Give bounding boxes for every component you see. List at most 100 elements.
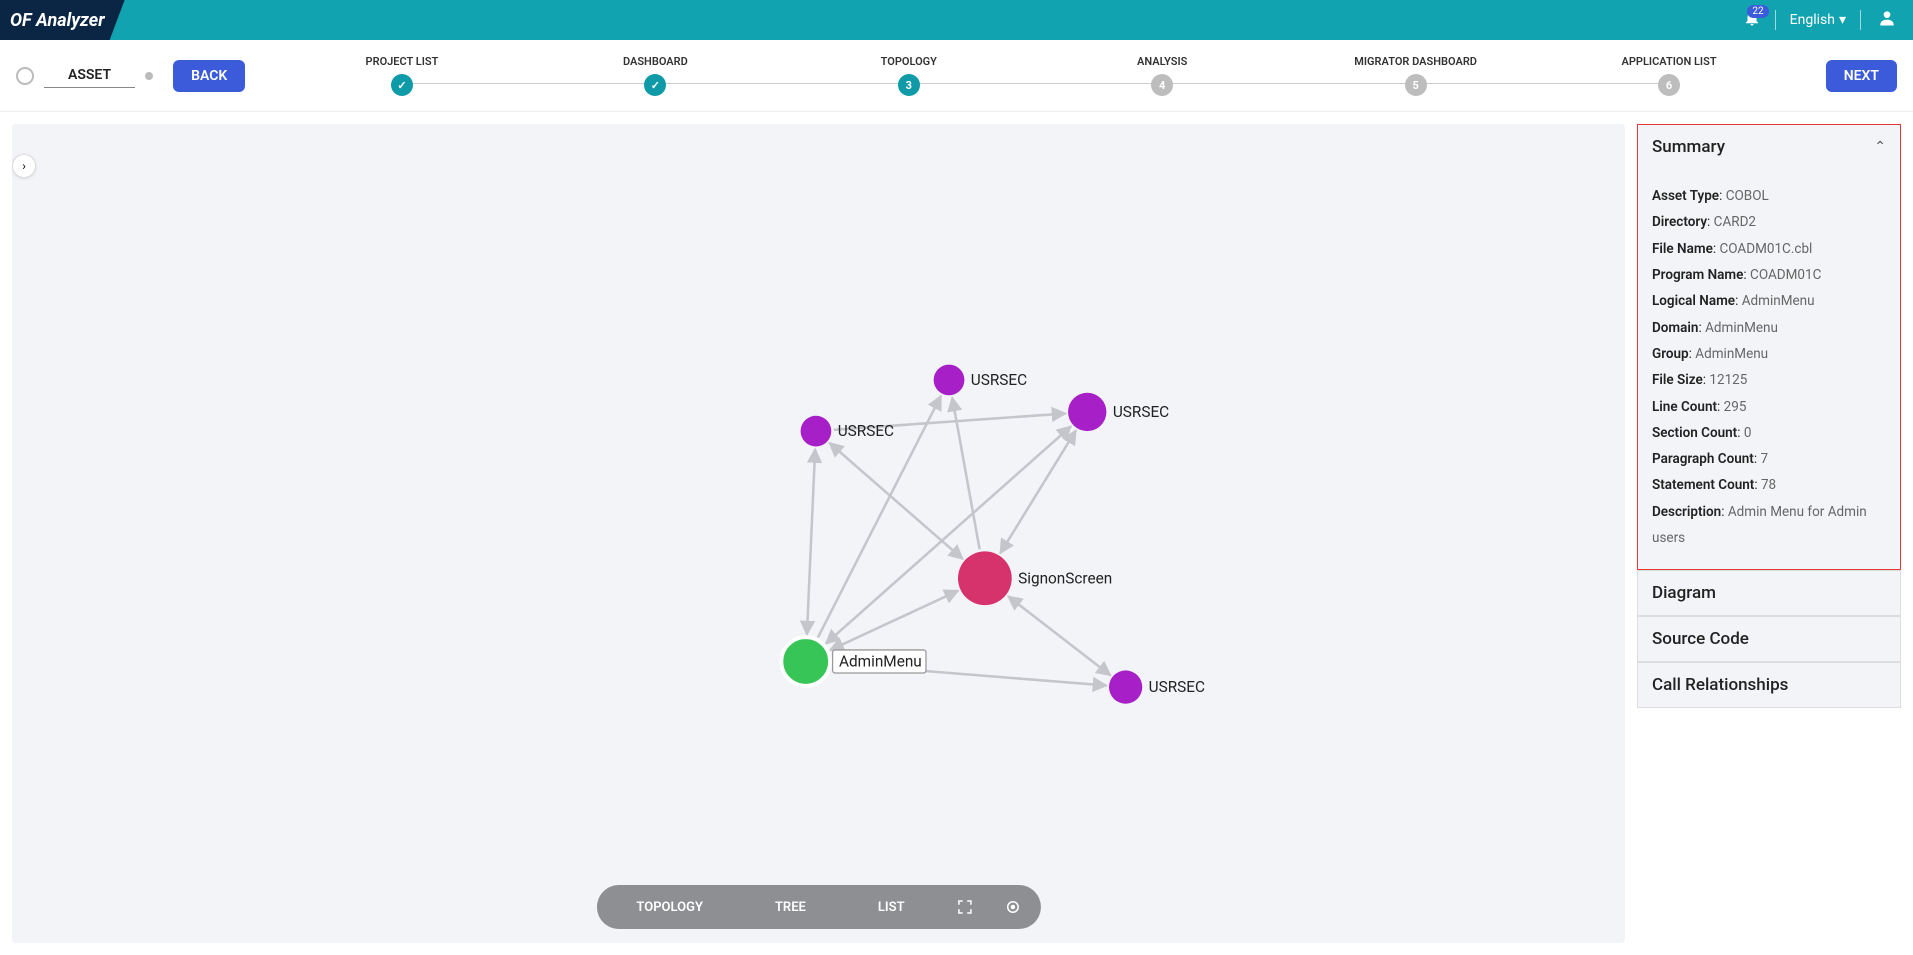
- summary-row: Paragraph Count: 7: [1652, 446, 1886, 472]
- step-circle: ✓: [644, 74, 666, 96]
- notifications-button[interactable]: 22: [1729, 9, 1775, 31]
- step-4[interactable]: MIGRATOR DASHBOARD 5: [1289, 55, 1542, 96]
- graph-edge: [1008, 596, 1110, 675]
- step-5[interactable]: APPLICATION LIST 6: [1542, 55, 1795, 96]
- fullscreen-button[interactable]: [943, 885, 987, 929]
- summary-row: Asset Type: COBOL: [1652, 183, 1886, 209]
- graph-edge: [830, 591, 958, 650]
- topology-canvas[interactable]: › AdminMenu SignonScreen USRSEC USRSEC USRSE…: [12, 124, 1625, 943]
- summary-row: Statement Count: 78: [1652, 472, 1886, 498]
- step-line: [655, 83, 908, 84]
- recenter-button[interactable]: [991, 885, 1035, 929]
- step-label: DASHBOARD: [623, 55, 688, 68]
- node-label: AdminMenu: [839, 653, 922, 671]
- panel-summary: Summary ⌃ Asset Type: COBOLDirectory: CA…: [1637, 124, 1901, 570]
- step-label: TOPOLOGY: [881, 55, 937, 68]
- main-area: › AdminMenu SignonScreen USRSEC USRSEC USRSE…: [0, 112, 1913, 955]
- summary-row: Description: Admin Menu for Admin users: [1652, 499, 1886, 552]
- panel-source-title: Source Code: [1652, 629, 1749, 649]
- step-line: [1162, 83, 1415, 84]
- panel-summary-header[interactable]: Summary ⌃: [1638, 125, 1900, 169]
- panel-summary-title: Summary: [1652, 137, 1725, 157]
- summary-row: Group: AdminMenu: [1652, 341, 1886, 367]
- summary-row: Section Count: 0: [1652, 420, 1886, 446]
- step-label: MIGRATOR DASHBOARD: [1354, 55, 1477, 68]
- expand-sidebar-button[interactable]: ›: [12, 154, 36, 178]
- user-icon: [1877, 8, 1897, 28]
- step-circle: 5: [1405, 74, 1427, 96]
- panel-calls: Call Relationships: [1637, 662, 1901, 708]
- graph-edge: [807, 449, 815, 635]
- back-button[interactable]: BACK: [173, 60, 245, 92]
- step-circle: 4: [1151, 74, 1173, 96]
- step-label: APPLICATION LIST: [1622, 55, 1717, 68]
- graph-node-usr1[interactable]: [801, 416, 832, 447]
- next-button[interactable]: NEXT: [1826, 60, 1897, 92]
- summary-row: Directory: CARD2: [1652, 209, 1886, 235]
- step-3[interactable]: ANALYSIS 4: [1036, 55, 1289, 96]
- panel-source-header[interactable]: Source Code: [1638, 617, 1900, 661]
- asset-block: ASSET: [16, 63, 153, 88]
- steps-container: PROJECT LIST ✓ DASHBOARD ✓ TOPOLOGY 3 AN…: [245, 55, 1825, 96]
- side-panel: Summary ⌃ Asset Type: COBOLDirectory: CA…: [1637, 124, 1901, 943]
- asset-dot: [145, 72, 153, 80]
- stepper-bar: ASSET BACK PROJECT LIST ✓ DASHBOARD ✓ TO…: [0, 40, 1913, 112]
- node-label: USRSEC: [1113, 403, 1169, 421]
- step-line: [1416, 83, 1669, 84]
- asset-radio[interactable]: [16, 67, 34, 85]
- panel-diagram-title: Diagram: [1652, 583, 1716, 603]
- step-2[interactable]: TOPOLOGY 3: [782, 55, 1035, 96]
- view-tab-list[interactable]: LIST: [844, 885, 939, 929]
- view-tab-tree[interactable]: TREE: [741, 885, 840, 929]
- step-circle: 6: [1658, 74, 1680, 96]
- top-bar: OF Analyzer 22 English ▾: [0, 0, 1913, 40]
- summary-row: File Size: 12125: [1652, 367, 1886, 393]
- asset-label: ASSET: [44, 63, 135, 88]
- panel-calls-header[interactable]: Call Relationships: [1638, 663, 1900, 707]
- app-logo: OF Analyzer: [0, 0, 125, 40]
- graph-node-usr3[interactable]: [1068, 393, 1106, 431]
- summary-row: Domain: AdminMenu: [1652, 315, 1886, 341]
- step-label: PROJECT LIST: [366, 55, 439, 68]
- step-1[interactable]: DASHBOARD ✓: [529, 55, 782, 96]
- language-label: English: [1790, 12, 1835, 28]
- graph-node-usr2[interactable]: [934, 365, 965, 396]
- step-line: [402, 83, 655, 84]
- summary-row: Line Count: 295: [1652, 394, 1886, 420]
- node-label: SignonScreen: [1018, 569, 1112, 587]
- panel-calls-title: Call Relationships: [1652, 675, 1788, 695]
- language-selector[interactable]: English ▾: [1776, 12, 1860, 28]
- step-circle: ✓: [391, 74, 413, 96]
- notifications-badge: 22: [1747, 5, 1768, 18]
- chevron-down-icon: ▾: [1839, 12, 1846, 28]
- summary-row: File Name: COADM01C.cbl: [1652, 236, 1886, 262]
- fullscreen-icon: [956, 898, 974, 916]
- panel-diagram-header[interactable]: Diagram: [1638, 571, 1900, 615]
- panel-source: Source Code: [1637, 616, 1901, 662]
- graph-edge: [829, 443, 962, 559]
- graph-node-usr4[interactable]: [1109, 670, 1142, 703]
- graph-svg[interactable]: AdminMenu SignonScreen USRSEC USRSEC USRSEC U…: [12, 124, 1625, 943]
- step-line: [909, 83, 1162, 84]
- graph-edge: [826, 426, 1071, 643]
- view-tab-topology[interactable]: TOPOLOGY: [602, 885, 737, 929]
- view-toolbar: TOPOLOGY TREE LIST: [596, 885, 1040, 929]
- panel-summary-body: Asset Type: COBOLDirectory: CARD2File Na…: [1638, 169, 1900, 569]
- graph-node-signon[interactable]: [958, 551, 1012, 605]
- graph-node-admin[interactable]: [781, 637, 830, 686]
- target-icon: [1004, 898, 1022, 916]
- graph-edge: [1000, 430, 1076, 553]
- step-0[interactable]: PROJECT LIST ✓: [275, 55, 528, 96]
- app-name: OF Analyzer: [10, 10, 105, 31]
- step-label: ANALYSIS: [1137, 55, 1187, 68]
- node-label: USRSEC: [1149, 678, 1205, 696]
- step-circle: 3: [898, 74, 920, 96]
- panel-diagram: Diagram: [1637, 570, 1901, 616]
- summary-row: Logical Name: AdminMenu: [1652, 288, 1886, 314]
- user-menu-button[interactable]: [1861, 8, 1913, 32]
- node-label: USRSEC: [838, 422, 894, 440]
- summary-row: Program Name: COADM01C: [1652, 262, 1886, 288]
- node-label: USRSEC: [971, 371, 1027, 389]
- chevron-right-icon: ›: [22, 159, 26, 173]
- chevron-up-icon: ⌃: [1874, 139, 1886, 155]
